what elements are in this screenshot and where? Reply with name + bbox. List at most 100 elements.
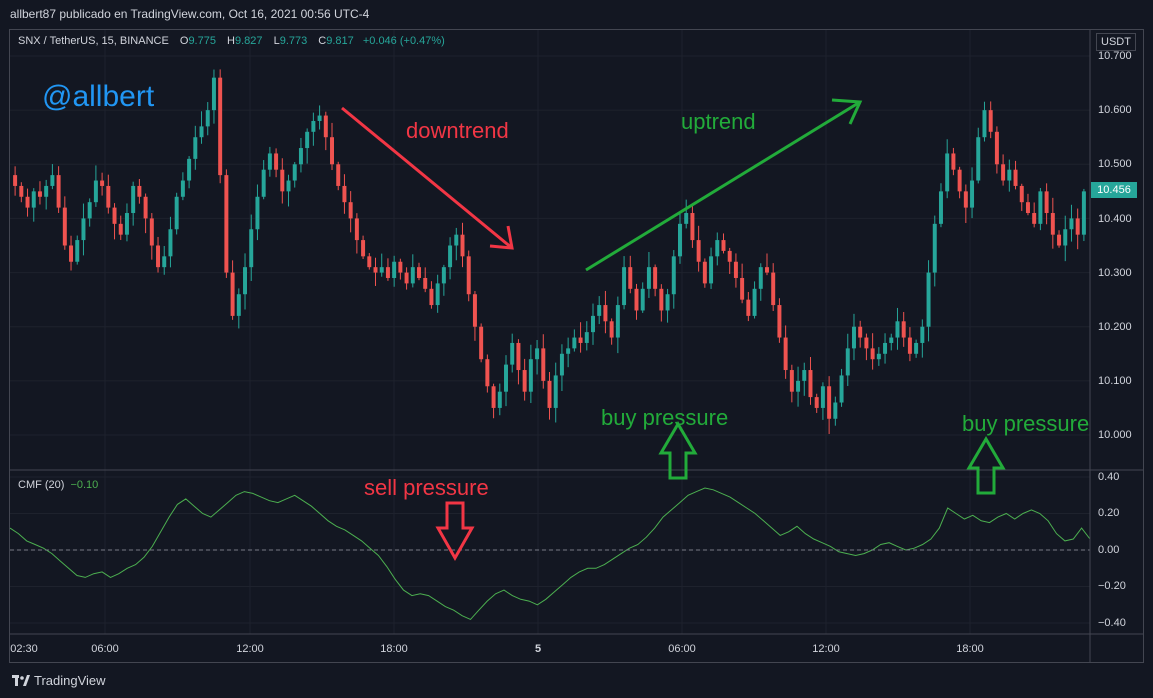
footer[interactable]: TradingView: [12, 673, 106, 688]
symbol-name: SNX / TetherUS, 15, BINANCE: [18, 35, 169, 47]
candle-body: [280, 169, 285, 192]
cmf-tick: 0.00: [1098, 544, 1120, 556]
candle-body: [653, 267, 658, 289]
candle-body: [1069, 218, 1074, 230]
candle-body: [261, 169, 266, 197]
candle-body: [889, 337, 894, 343]
candle-body: [628, 267, 633, 289]
candle-body: [851, 326, 856, 349]
candle-body: [665, 294, 670, 311]
candle-body: [634, 288, 639, 311]
close-label: C: [318, 35, 327, 47]
candle-body: [156, 245, 161, 268]
candle-body: [1044, 191, 1049, 214]
candle-body: [193, 137, 198, 159]
candle-body: [379, 267, 384, 273]
candle-body: [323, 115, 328, 138]
candle-body: [187, 158, 192, 181]
candle-body: [31, 191, 36, 208]
cmf-tick: −0.40: [1098, 617, 1126, 629]
candle-body: [398, 261, 403, 273]
candle-body: [827, 386, 832, 419]
footer-brand: TradingView: [34, 673, 106, 688]
candle-body: [311, 120, 316, 132]
candle-body: [118, 223, 123, 235]
candle-body: [622, 267, 627, 306]
candle-body: [603, 305, 608, 322]
candle-body: [230, 272, 235, 316]
candle-body: [740, 277, 745, 300]
candle-body: [951, 153, 956, 170]
candle-body: [646, 267, 651, 289]
candle-body: [44, 185, 49, 197]
price-tick: 10.600: [1098, 104, 1132, 116]
currency-badge[interactable]: USDT: [1096, 33, 1136, 51]
candle-body: [1081, 191, 1086, 235]
candle-body: [516, 342, 521, 371]
candle-body: [572, 337, 577, 349]
candle-body: [348, 202, 353, 219]
candle-body: [864, 337, 869, 349]
price-tick: 10.300: [1098, 267, 1132, 279]
candle-body: [330, 137, 335, 165]
candle-body: [690, 213, 695, 241]
buy-pressure-arrow-up-icon: [966, 436, 1006, 495]
candle-body: [1038, 191, 1043, 224]
candle-body: [553, 375, 558, 408]
price-tick: 10.200: [1098, 321, 1132, 333]
candle-body: [541, 348, 546, 381]
cmf-line: [9, 487, 1091, 621]
candle-body: [1075, 218, 1080, 235]
candle-body: [404, 272, 409, 284]
candle-body: [50, 175, 55, 186]
candle-body: [659, 288, 664, 311]
candle-body: [578, 337, 583, 343]
candle-body: [820, 386, 825, 408]
chart-frame[interactable]: [9, 29, 1144, 663]
candle-body: [106, 185, 111, 208]
candle-body: [528, 359, 533, 392]
candle-body: [56, 175, 61, 208]
candle-body: [286, 180, 291, 192]
candle-body: [510, 342, 515, 365]
cmf-legend[interactable]: CMF (20) −0.10: [18, 479, 98, 491]
candle-body: [298, 148, 303, 165]
candle-body: [75, 240, 80, 262]
candle-body: [727, 250, 732, 262]
uptrend-arrow: [585, 98, 863, 272]
candle-body: [497, 391, 502, 408]
time-tick: 18:00: [956, 643, 984, 655]
candle-body: [25, 196, 30, 208]
candle-body: [373, 267, 378, 273]
candle-body: [460, 234, 465, 257]
candle-body: [385, 267, 390, 278]
grid-lines: [10, 30, 1090, 634]
candle-body: [615, 305, 620, 338]
candle-body: [361, 240, 366, 257]
candle-body: [771, 272, 776, 306]
candle-body: [678, 223, 682, 257]
candle-body: [19, 185, 24, 197]
candle-body: [305, 131, 310, 149]
candle-body: [926, 272, 931, 327]
symbol-legend[interactable]: SNX / TetherUS, 15, BINANCE O9.775 H9.82…: [18, 35, 445, 47]
candle-body: [336, 164, 341, 186]
candle-body: [504, 364, 508, 392]
price-tick: 10.500: [1098, 158, 1132, 170]
candle-body: [970, 180, 975, 208]
candle-body: [124, 213, 129, 235]
cmf-value: −0.10: [70, 479, 99, 491]
time-tick: 18:00: [380, 643, 408, 655]
high-value: 9.827: [234, 35, 263, 47]
candle-body: [454, 234, 459, 246]
candle-body: [715, 240, 720, 257]
candle-body: [274, 153, 279, 170]
candle-body: [423, 277, 428, 289]
candle-body: [62, 207, 67, 246]
candle-body: [796, 380, 801, 392]
candle-body: [845, 348, 850, 376]
candle-body: [814, 397, 819, 408]
candle-body: [1013, 169, 1018, 186]
high-label: H: [227, 35, 235, 47]
